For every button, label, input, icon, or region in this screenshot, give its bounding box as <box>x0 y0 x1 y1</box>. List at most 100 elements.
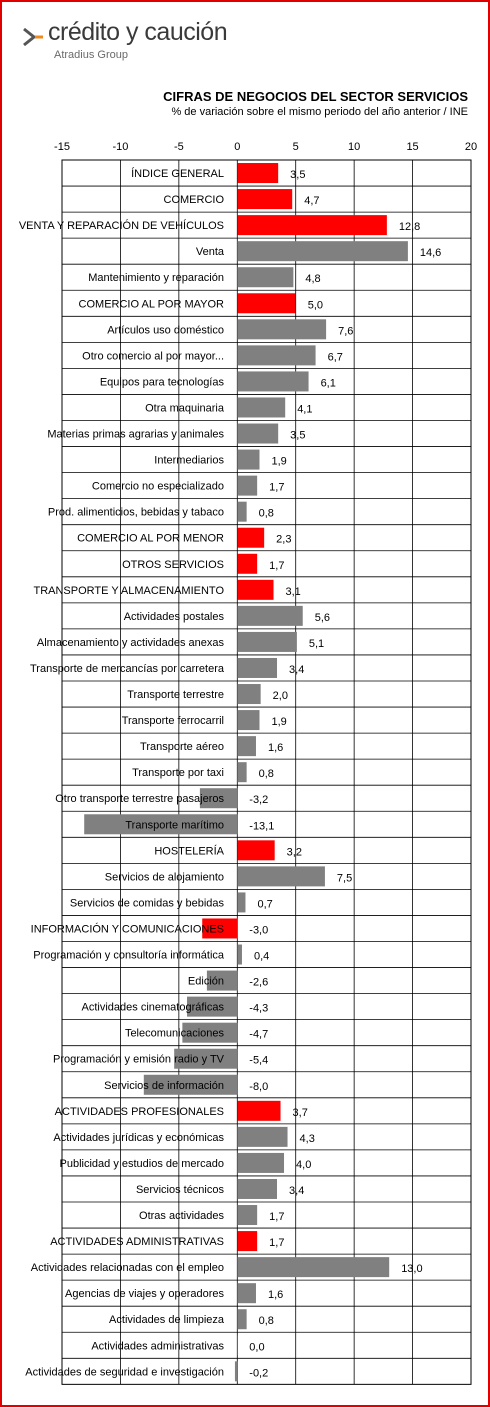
value-label: 1,6 <box>268 742 283 754</box>
value-label: 1,9 <box>271 716 286 728</box>
value-label: -8,0 <box>249 1081 268 1093</box>
value-label: 0,7 <box>257 898 272 910</box>
bar <box>237 345 316 366</box>
value-label: 4,0 <box>296 1159 311 1171</box>
value-label: 1,7 <box>269 1211 284 1223</box>
bar <box>237 293 296 314</box>
bar <box>237 501 247 522</box>
category-label: Actividades cinematográficas <box>82 1002 225 1014</box>
bar <box>237 684 261 705</box>
category-label: Materias primas agrarias y animales <box>47 429 224 441</box>
value-label: 7,6 <box>338 325 353 337</box>
category-label: Actividades postales <box>124 611 225 623</box>
bar <box>237 840 275 861</box>
chart-subtitle: % de variación sobre el mismo periodo de… <box>171 106 468 118</box>
category-label: Programación y consultoría informática <box>33 950 225 962</box>
value-label: 1,7 <box>269 1237 284 1249</box>
bar <box>84 814 238 835</box>
category-label: ACTIVIDADES ADMINISTRATIVAS <box>50 1236 224 1248</box>
category-label: COMERCIO AL POR MAYOR <box>79 298 225 310</box>
bar <box>237 762 247 783</box>
value-label: 3,5 <box>290 430 305 442</box>
value-label: 5,0 <box>308 299 323 311</box>
category-label: Actividades jurídicas y económicas <box>53 1132 224 1144</box>
value-label: -5,4 <box>249 1055 268 1067</box>
x-tick-label: -15 <box>54 141 70 153</box>
x-tick-label: 20 <box>465 141 477 153</box>
category-label: Actividades de seguridad e investigación <box>25 1366 224 1378</box>
bar <box>237 397 286 418</box>
bar <box>237 710 260 731</box>
value-label: 3,5 <box>290 169 305 181</box>
bar <box>237 657 278 678</box>
bar <box>202 918 238 939</box>
bar <box>237 241 408 262</box>
brand-group: Atradius Group <box>54 49 128 61</box>
category-label: COMERCIO <box>164 194 225 206</box>
category-label: Prod. alimenticios, bebidas y tabaco <box>48 507 224 519</box>
value-label: 2,0 <box>273 690 288 702</box>
category-label: Transporte marítimo <box>125 819 224 831</box>
bar <box>237 892 246 913</box>
bar <box>234 1361 238 1382</box>
bar <box>237 1283 256 1304</box>
bar <box>237 736 256 757</box>
bar <box>237 579 274 600</box>
category-label: Servicios de alojamiento <box>105 871 224 883</box>
value-label: 1,7 <box>269 482 284 494</box>
bar <box>237 423 279 444</box>
category-label: OTROS SERVICIOS <box>122 559 224 571</box>
category-label: Actividades relacionadas con el empleo <box>31 1262 224 1274</box>
bar <box>206 970 238 991</box>
category-label: Servicios de información <box>104 1080 224 1092</box>
category-label: Comercio no especializado <box>92 481 224 493</box>
value-label: 4,8 <box>305 273 320 285</box>
category-label: Mantenimiento y reparación <box>88 272 224 284</box>
value-label: 2,3 <box>276 534 291 546</box>
category-label: COMERCIO AL POR MENOR <box>77 533 224 545</box>
bar <box>237 1126 288 1147</box>
category-label: Transporte de mercancías por carretera <box>30 663 225 675</box>
value-label: 14,6 <box>420 247 441 259</box>
value-label: -0,2 <box>249 1367 268 1379</box>
value-label: 13,0 <box>401 1263 422 1275</box>
bar <box>143 1074 238 1095</box>
category-label: Edición <box>188 976 224 988</box>
category-label: Otro transporte terrestre pasajeros <box>55 793 224 805</box>
category-label: Equipos para tecnologías <box>100 376 225 388</box>
bar <box>237 319 327 340</box>
x-tick-label: 15 <box>406 141 418 153</box>
value-label: -4,3 <box>249 1003 268 1015</box>
category-label: Venta <box>196 246 225 258</box>
bar <box>237 1178 278 1199</box>
value-label: 12,8 <box>399 221 420 233</box>
value-label: 0,8 <box>259 1315 274 1327</box>
value-label: -3,2 <box>249 794 268 806</box>
value-label: -3,0 <box>249 924 268 936</box>
value-label: 0,8 <box>259 768 274 780</box>
bar <box>199 788 238 809</box>
value-label: 5,6 <box>315 612 330 624</box>
x-tick-label: 10 <box>348 141 360 153</box>
category-label: Transporte aéreo <box>140 741 224 753</box>
value-label: 5,1 <box>309 638 324 650</box>
bar <box>237 1100 281 1121</box>
value-label: 1,9 <box>271 456 286 468</box>
value-label: 3,2 <box>287 846 302 858</box>
category-label: Transporte por taxi <box>132 767 224 779</box>
bar <box>237 553 258 574</box>
x-tick-label: -10 <box>112 141 128 153</box>
category-label: Servicios técnicos <box>136 1184 225 1196</box>
category-label: Otro comercio al por mayor... <box>82 350 224 362</box>
bar <box>237 527 265 548</box>
bar <box>237 371 309 392</box>
bar <box>237 189 293 210</box>
category-label: Transporte terrestre <box>127 689 224 701</box>
category-label: Artículos uso doméstico <box>107 324 224 336</box>
value-label: 0,8 <box>259 508 274 520</box>
x-tick-label: -5 <box>174 141 184 153</box>
category-label: Almacenamiento y actividades anexas <box>37 637 225 649</box>
value-label: 4,3 <box>300 1133 315 1145</box>
category-label: Servicios de comidas y bebidas <box>70 897 225 909</box>
